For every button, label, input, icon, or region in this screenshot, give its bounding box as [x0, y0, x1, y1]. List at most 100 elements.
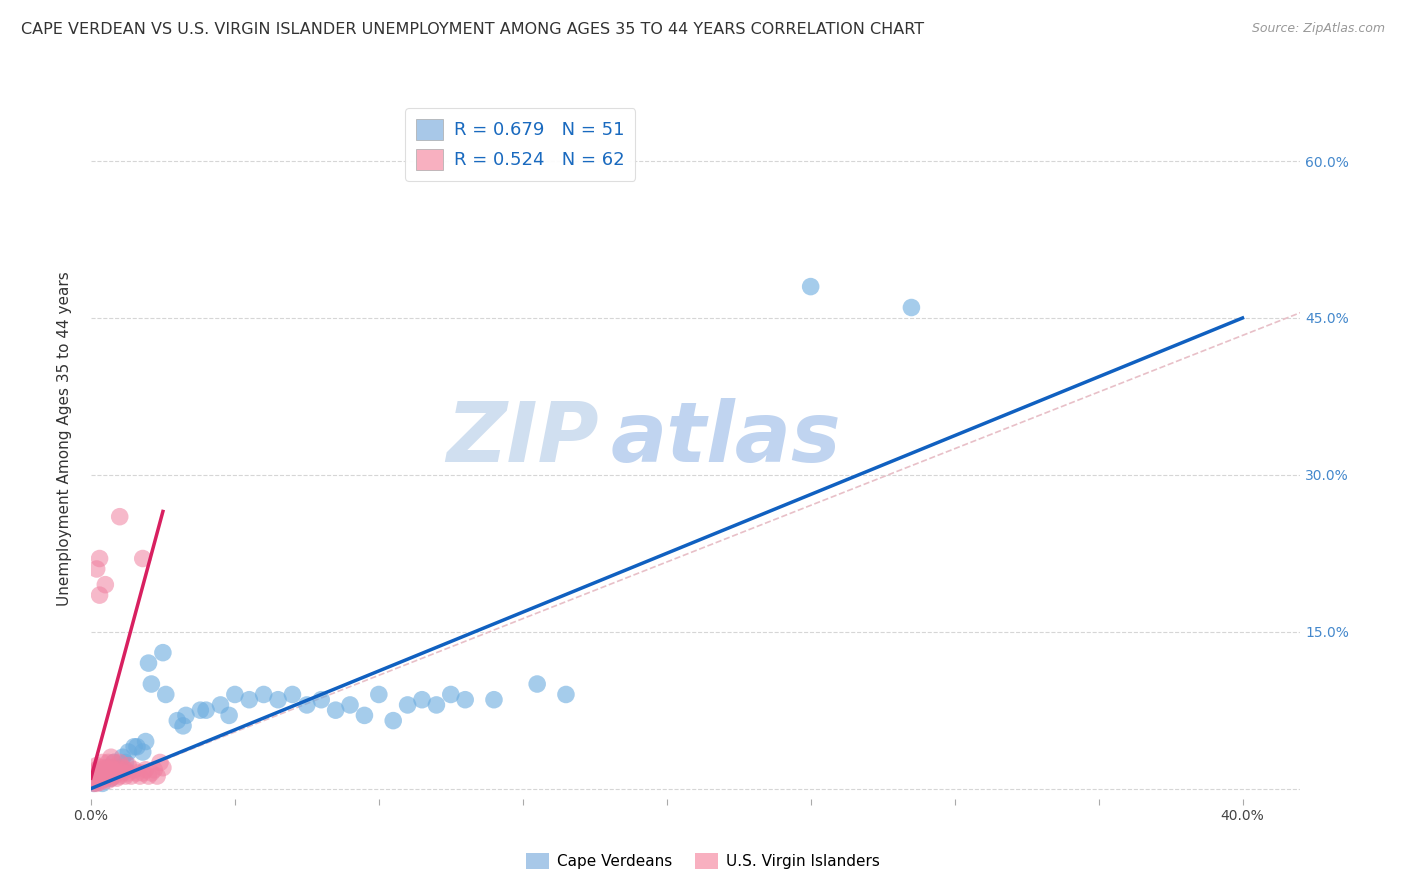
Point: [94, 771, 117, 785]
Point: [141, 765, 163, 780]
Point: [86, 562, 108, 576]
Point: [94, 765, 117, 780]
Point: [411, 692, 433, 706]
Point: [339, 698, 361, 712]
Point: [83, 771, 105, 785]
Point: [94, 761, 117, 775]
Point: [425, 698, 447, 712]
Point: [89, 551, 111, 566]
Point: [209, 698, 232, 712]
Point: [108, 763, 131, 777]
Point: [353, 708, 375, 723]
Point: [800, 279, 823, 293]
Point: [218, 708, 240, 723]
Point: [253, 688, 276, 702]
Point: [83, 765, 105, 780]
Point: [91, 773, 114, 788]
Point: [114, 763, 136, 777]
Point: [114, 769, 136, 783]
Point: [555, 688, 578, 702]
Point: [100, 761, 122, 775]
Point: [309, 692, 332, 706]
Point: [86, 773, 108, 788]
Point: [396, 698, 419, 712]
Point: [105, 765, 128, 780]
Point: [295, 698, 318, 712]
Point: [91, 756, 114, 770]
Point: [143, 763, 166, 777]
Text: CAPE VERDEAN VS U.S. VIRGIN ISLANDER UNEMPLOYMENT AMONG AGES 35 TO 44 YEARS CORR: CAPE VERDEAN VS U.S. VIRGIN ISLANDER UNE…: [21, 22, 924, 37]
Point: [149, 756, 172, 770]
Point: [224, 688, 246, 702]
Point: [86, 773, 108, 788]
Point: [103, 763, 125, 777]
Point: [117, 745, 139, 759]
Point: [97, 756, 120, 770]
Point: [135, 763, 157, 777]
Point: [267, 692, 290, 706]
Point: [97, 769, 120, 783]
Point: [103, 769, 125, 783]
Point: [100, 765, 122, 780]
Text: ZIP: ZIP: [446, 398, 599, 479]
Point: [440, 688, 463, 702]
Point: [128, 769, 150, 783]
Point: [125, 765, 148, 780]
Point: [526, 677, 548, 691]
Point: [482, 692, 505, 706]
Point: [111, 765, 134, 780]
Point: [172, 719, 194, 733]
Point: [100, 750, 122, 764]
Point: [135, 734, 157, 748]
Point: [108, 769, 131, 783]
Point: [174, 708, 197, 723]
Point: [83, 773, 105, 788]
Point: [83, 776, 105, 790]
Point: [89, 761, 111, 775]
Point: [100, 771, 122, 785]
Point: [122, 739, 145, 754]
Point: [195, 703, 218, 717]
Point: [100, 771, 122, 785]
Point: [86, 769, 108, 783]
Point: [91, 763, 114, 777]
Point: [97, 761, 120, 775]
Point: [132, 551, 155, 566]
Point: [152, 761, 174, 775]
Point: [166, 714, 188, 728]
Point: [89, 775, 111, 789]
Point: [125, 739, 148, 754]
Point: [138, 769, 160, 783]
Point: [89, 771, 111, 785]
Point: [188, 703, 211, 717]
Y-axis label: Unemployment Among Ages 35 to 44 years: Unemployment Among Ages 35 to 44 years: [58, 271, 72, 606]
Point: [108, 756, 131, 770]
Point: [132, 765, 155, 780]
Point: [900, 301, 922, 315]
Point: [83, 776, 105, 790]
Point: [152, 646, 174, 660]
Point: [120, 769, 142, 783]
Point: [114, 756, 136, 770]
Point: [155, 688, 177, 702]
Point: [117, 765, 139, 780]
Point: [238, 692, 260, 706]
Point: [146, 769, 169, 783]
Point: [89, 765, 111, 780]
Point: [105, 771, 128, 785]
Point: [117, 758, 139, 772]
Point: [382, 714, 405, 728]
Point: [103, 756, 125, 770]
Point: [367, 688, 389, 702]
Point: [141, 677, 163, 691]
Point: [138, 656, 160, 670]
Text: Source: ZipAtlas.com: Source: ZipAtlas.com: [1251, 22, 1385, 36]
Point: [91, 769, 114, 783]
Point: [108, 509, 131, 524]
Point: [281, 688, 304, 702]
Point: [86, 776, 108, 790]
Point: [132, 745, 155, 759]
Point: [111, 750, 134, 764]
Text: atlas: atlas: [610, 398, 842, 479]
Legend: R = 0.679   N = 51, R = 0.524   N = 62: R = 0.679 N = 51, R = 0.524 N = 62: [405, 108, 636, 180]
